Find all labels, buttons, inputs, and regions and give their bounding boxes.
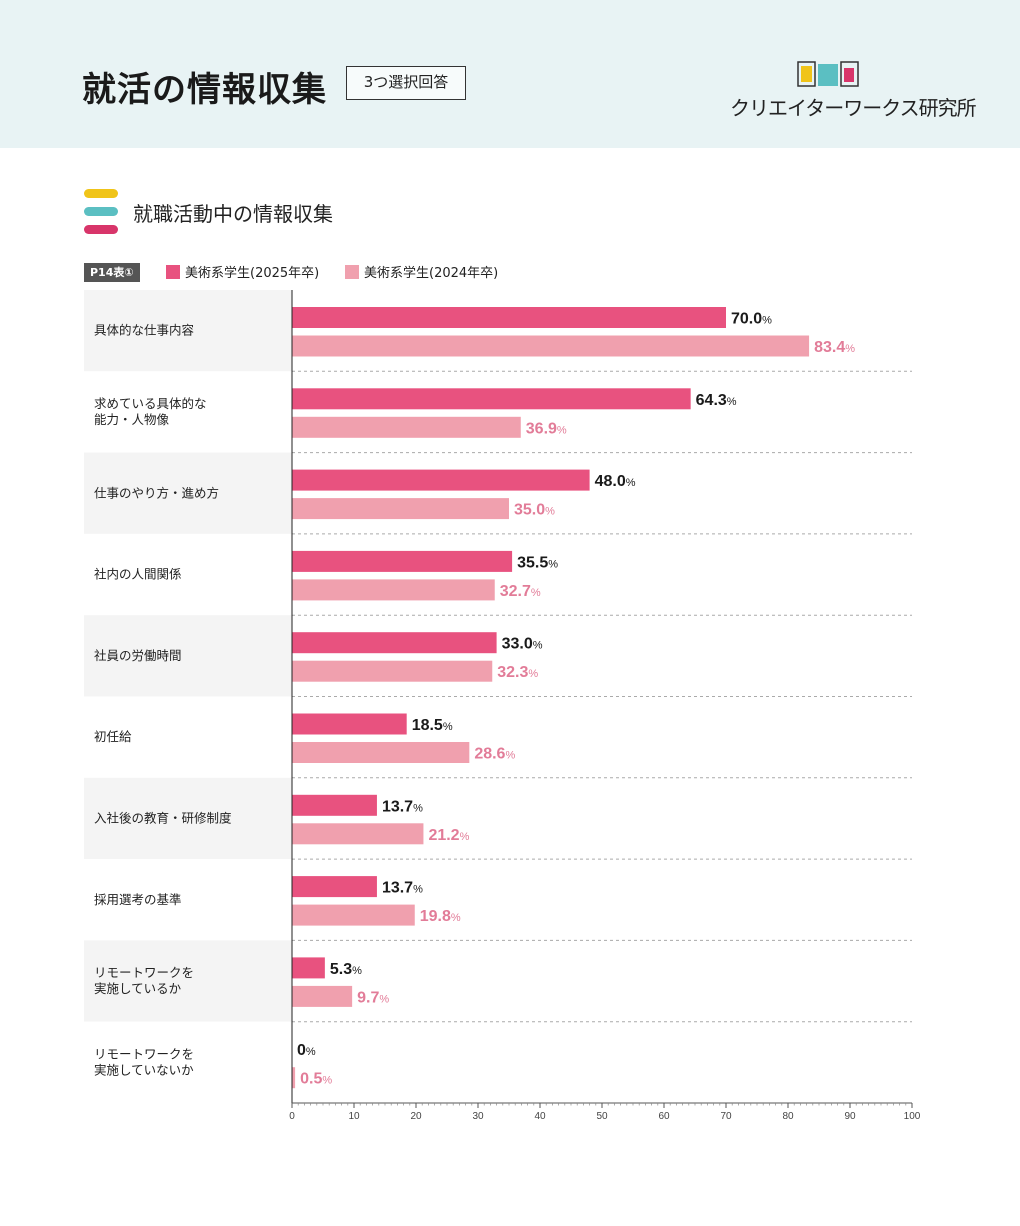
- data-label: 9.7%: [357, 989, 389, 1006]
- data-label: 19.8%: [420, 908, 461, 925]
- data-label: 64.3%: [696, 392, 737, 409]
- category-label: 仕事のやり方・進め方: [94, 485, 219, 500]
- x-tick-label: 0: [289, 1111, 295, 1122]
- legend-label-2025: 美術系学生(2025年卒): [185, 266, 320, 281]
- page-title: 就活の情報収集: [82, 70, 327, 110]
- data-label: 0%: [297, 1042, 316, 1059]
- category-label: 社員の労働時間: [94, 648, 182, 663]
- category-band: [84, 940, 292, 1022]
- category-label: リモートワークを: [94, 1046, 194, 1061]
- category-band: [84, 290, 292, 372]
- category-label: 実施していないか: [94, 1062, 194, 1077]
- bar-2025: [292, 469, 590, 491]
- data-label: 32.3%: [497, 664, 538, 681]
- category-label: 能力・人物像: [94, 412, 170, 427]
- legend-item-2024: 美術系学生(2024年卒): [345, 262, 499, 281]
- x-tick-label: 10: [348, 1111, 360, 1122]
- bar-2025: [292, 876, 377, 898]
- bar-2025: [292, 550, 513, 572]
- legend-swatch-2025: [166, 265, 180, 279]
- x-tick-label: 70: [720, 1111, 732, 1122]
- bar-2025: [292, 794, 377, 816]
- category-label: 入社後の教育・研修制度: [94, 810, 232, 825]
- category-band: [84, 452, 292, 534]
- bar-2025: [292, 713, 407, 735]
- x-tick-label: 60: [658, 1111, 670, 1122]
- category-band: [84, 859, 292, 941]
- legend-item-2025: 美術系学生(2025年卒): [166, 262, 320, 281]
- data-label: 36.9%: [526, 420, 567, 437]
- data-label: 83.4%: [814, 339, 855, 356]
- x-tick-label: 30: [472, 1111, 484, 1122]
- category-label: 初任給: [94, 729, 132, 744]
- decor-bar-pink: [84, 225, 118, 234]
- category-band: [84, 371, 292, 453]
- bar-2024: [292, 498, 509, 520]
- category-band: [84, 615, 292, 697]
- data-label: 28.6%: [474, 746, 515, 763]
- bar-2025: [292, 388, 691, 410]
- data-label: 13.7%: [382, 798, 423, 815]
- data-label: 5.3%: [330, 961, 362, 978]
- x-tick-label: 80: [782, 1111, 794, 1122]
- x-tick-label: 20: [410, 1111, 422, 1122]
- x-tick-label: 100: [904, 1111, 921, 1122]
- bar-2024: [292, 660, 493, 682]
- data-label: 35.0%: [514, 502, 555, 519]
- legend-swatch-2024: [345, 265, 359, 279]
- x-tick-label: 50: [596, 1111, 608, 1122]
- bar-2024: [292, 904, 415, 926]
- data-label: 32.7%: [500, 583, 541, 600]
- data-label: 0.5%: [300, 1071, 332, 1088]
- decor-bar-yellow: [84, 189, 118, 198]
- bar-2024: [292, 335, 810, 357]
- data-label: 21.2%: [428, 827, 469, 844]
- category-band: [84, 1021, 292, 1103]
- bar-2025: [292, 307, 726, 328]
- data-label: 13.7%: [382, 880, 423, 897]
- data-label: 70.0%: [731, 311, 772, 328]
- section-title: 就職活動中の情報収集: [133, 202, 333, 226]
- bar-2024: [292, 579, 495, 601]
- bar-2024: [292, 823, 424, 845]
- answer-type-badge: 3つ選択回答: [346, 66, 466, 100]
- data-label: 18.5%: [412, 717, 453, 734]
- category-label: 求めている具体的な: [94, 396, 207, 411]
- x-tick-label: 40: [534, 1111, 546, 1122]
- category-label: 社内の人間関係: [94, 567, 182, 582]
- table-tag: P14表①: [84, 263, 140, 282]
- bar-2025: [292, 632, 497, 654]
- category-label: 採用選考の基準: [94, 892, 182, 907]
- bar-2024: [292, 1067, 296, 1089]
- data-label: 33.0%: [502, 636, 543, 653]
- category-band: [84, 696, 292, 778]
- legend-label-2024: 美術系学生(2024年卒): [364, 266, 499, 281]
- bar-2024: [292, 416, 521, 438]
- decor-bar-teal: [84, 207, 118, 216]
- category-label: 具体的な仕事内容: [94, 323, 194, 338]
- bar-2024: [292, 742, 470, 763]
- category-band: [84, 777, 292, 860]
- category-label: リモートワークを: [94, 965, 194, 980]
- data-label: 35.5%: [517, 554, 558, 571]
- category-label: 実施しているか: [94, 981, 182, 996]
- x-tick-label: 90: [844, 1111, 856, 1122]
- header-band: 就活の情報収集 3つ選択回答 クリエイターワークス研究所: [0, 0, 1020, 148]
- bar-2024: [292, 985, 353, 1007]
- bar-2025: [292, 957, 325, 979]
- category-band: [84, 533, 292, 616]
- cwl-logo-mark: [797, 61, 859, 87]
- data-label: 48.0%: [595, 473, 636, 490]
